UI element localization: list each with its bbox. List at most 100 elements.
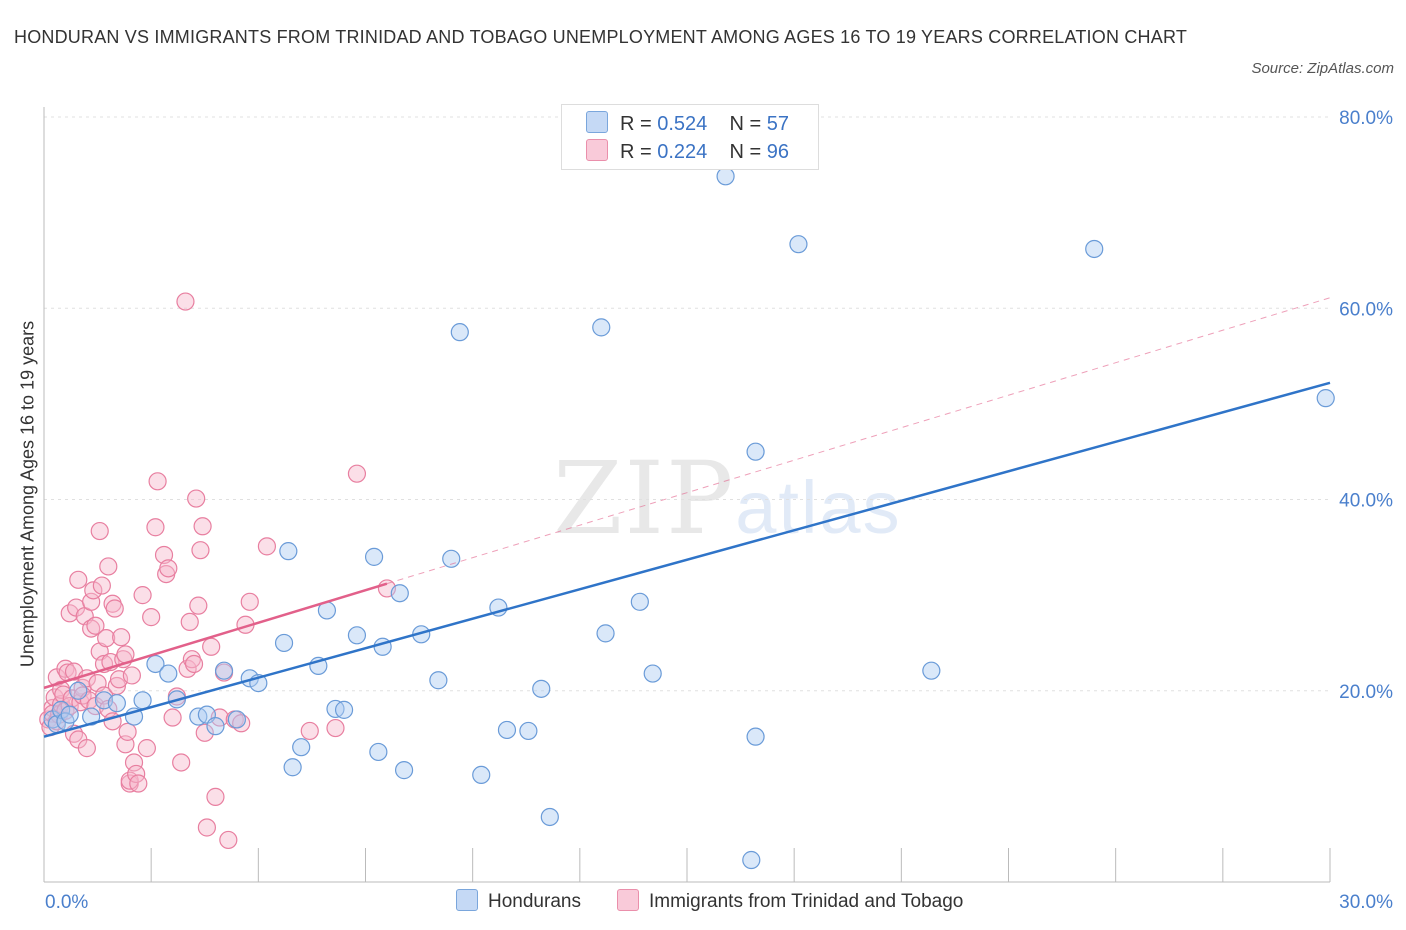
stats-legend: R = 0.524 N = 57 R = 0.224 N = 96 <box>561 104 819 170</box>
honduran-point <box>1086 240 1103 257</box>
stats-legend-row-trinidad: R = 0.224 N = 96 <box>586 139 789 165</box>
legend-item-hondurans[interactable]: Hondurans <box>456 888 581 916</box>
honduran-point <box>293 739 310 756</box>
honduran-point <box>597 625 614 642</box>
trinidad-point <box>241 593 258 610</box>
honduran-trend-line <box>44 383 1330 737</box>
honduran-point <box>284 759 301 776</box>
honduran-point <box>790 236 807 253</box>
trinidad-point <box>173 754 190 771</box>
legend-label-trinidad: Immigrants from Trinidad and Tobago <box>649 891 963 912</box>
honduran-point <box>348 627 365 644</box>
trinidad-point <box>138 740 155 757</box>
honduran-point <box>366 548 383 565</box>
trinidad-point <box>181 613 198 630</box>
honduran-point <box>207 718 224 735</box>
trinidad-point <box>160 560 177 577</box>
trinidad-point <box>258 538 275 555</box>
legend-r-value: 0.224 <box>657 141 707 163</box>
y-tick-label: 60.0% <box>1339 299 1393 320</box>
trinidad-point <box>190 597 207 614</box>
honduran-point <box>593 319 610 336</box>
trinidad-point <box>130 775 147 792</box>
legend-n-value: 57 <box>767 113 789 135</box>
honduran-point <box>1317 390 1334 407</box>
legend-n-label: N = <box>730 141 762 163</box>
y-tick-label: 40.0% <box>1339 491 1393 512</box>
y-axis-label: Unemployment Among Ages 16 to 19 years <box>18 321 39 667</box>
trinidad-point <box>147 519 164 536</box>
trinidad-point <box>186 655 203 672</box>
stats-legend-row-hondurans: R = 0.524 N = 57 <box>586 111 789 137</box>
legend-swatch-pink <box>617 889 639 911</box>
legend-n-label: N = <box>730 113 762 135</box>
legend-label-hondurans: Hondurans <box>488 891 581 912</box>
trinidad-point <box>164 709 181 726</box>
honduran-point <box>498 721 515 738</box>
legend-n-value: 96 <box>767 141 789 163</box>
series-legend: Hondurans Immigrants from Trinidad and T… <box>0 888 1406 918</box>
honduran-point <box>923 662 940 679</box>
trinidad-point <box>123 667 140 684</box>
honduran-point <box>473 766 490 783</box>
honduran-point <box>108 695 125 712</box>
honduran-point <box>336 701 353 718</box>
honduran-point <box>391 585 408 602</box>
honduran-point <box>70 682 87 699</box>
honduran-point <box>541 808 558 825</box>
y-tick-label: 20.0% <box>1339 682 1393 703</box>
honduran-point <box>396 762 413 779</box>
trinidad-point <box>93 577 110 594</box>
legend-swatch-blue <box>586 111 608 133</box>
legend-swatch-blue <box>456 889 478 911</box>
legend-swatch-pink <box>586 139 608 161</box>
trinidad-point <box>203 638 220 655</box>
honduran-point <box>520 722 537 739</box>
y-tick-label: 80.0% <box>1339 108 1393 129</box>
trinidad-point <box>78 740 95 757</box>
honduran-point <box>644 665 661 682</box>
trinidad-point <box>220 831 237 848</box>
trinidad-point <box>194 518 211 535</box>
legend-item-trinidad[interactable]: Immigrants from Trinidad and Tobago <box>617 888 963 916</box>
honduran-point <box>370 743 387 760</box>
trinidad-point <box>113 629 130 646</box>
honduran-point <box>451 324 468 341</box>
trinidad-point <box>301 722 318 739</box>
trinidad-point <box>198 819 215 836</box>
trinidad-point <box>119 723 136 740</box>
trinidad-point <box>149 473 166 490</box>
trinidad-point <box>192 542 209 559</box>
honduran-point <box>743 852 760 869</box>
trinidad-point <box>207 788 224 805</box>
honduran-point <box>430 672 447 689</box>
trinidad-point <box>91 523 108 540</box>
legend-r-label: R = <box>620 141 652 163</box>
honduran-point <box>276 634 293 651</box>
honduran-point <box>533 680 550 697</box>
trinidad-point <box>348 465 365 482</box>
honduran-point <box>228 711 245 728</box>
trinidad-point <box>106 600 123 617</box>
trinidad-point <box>70 571 87 588</box>
trinidad-point <box>100 558 117 575</box>
trinidad-point <box>98 630 115 647</box>
legend-r-value: 0.524 <box>657 113 707 135</box>
trinidad-point <box>143 609 160 626</box>
honduran-point <box>160 665 177 682</box>
honduran-point <box>134 692 151 709</box>
trinidad-point <box>188 490 205 507</box>
honduran-point <box>280 543 297 560</box>
honduran-point <box>717 168 734 185</box>
trinidad-point <box>134 587 151 604</box>
honduran-point <box>61 706 78 723</box>
honduran-point <box>747 443 764 460</box>
honduran-point <box>631 593 648 610</box>
honduran-point <box>443 550 460 567</box>
legend-r-label: R = <box>620 113 652 135</box>
trinidad-trend-extension <box>387 298 1330 584</box>
honduran-point <box>747 728 764 745</box>
trinidad-point <box>327 720 344 737</box>
honduran-point <box>216 662 233 679</box>
trinidad-point <box>177 293 194 310</box>
